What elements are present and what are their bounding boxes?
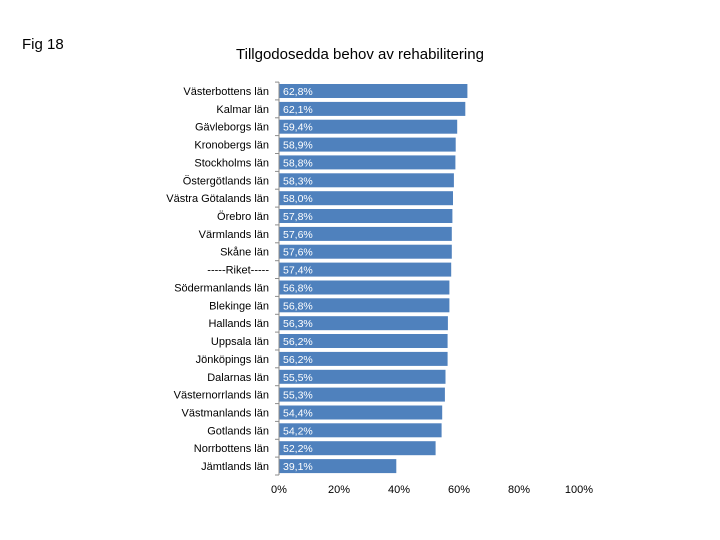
- category-label: Gävleborgs län: [195, 122, 269, 134]
- data-label: 62,8%: [283, 86, 313, 98]
- x-tick-label: 0%: [271, 484, 287, 496]
- category-label: Östergötlands län: [183, 175, 269, 187]
- category-label: Hallands län: [208, 318, 269, 330]
- category-label: Västernorrlands län: [174, 390, 269, 402]
- data-label: 58,3%: [283, 175, 313, 187]
- category-label: Jämtlands län: [201, 461, 269, 473]
- data-label: 39,1%: [283, 461, 313, 473]
- data-label: 52,2%: [283, 443, 313, 455]
- data-label: 58,8%: [283, 157, 313, 169]
- x-tick-label: 60%: [448, 484, 470, 496]
- x-tick-label: 40%: [388, 484, 410, 496]
- data-label: 59,4%: [283, 122, 313, 134]
- category-label: Skåne län: [220, 247, 269, 259]
- data-label: 57,6%: [283, 247, 313, 259]
- category-label: Västra Götalands län: [166, 193, 269, 205]
- category-label: -----Riket-----: [207, 265, 269, 277]
- category-label: Uppsala län: [211, 336, 269, 348]
- data-label: 56,8%: [283, 283, 313, 295]
- category-label: Gotlands län: [207, 425, 269, 437]
- category-label: Örebro län: [217, 211, 269, 223]
- data-label: 54,2%: [283, 425, 313, 437]
- data-label: 54,4%: [283, 408, 313, 420]
- category-label: Kalmar län: [216, 104, 269, 116]
- category-label: Stockholms län: [194, 157, 269, 169]
- data-label: 56,3%: [283, 318, 313, 330]
- x-tick-label: 100%: [565, 484, 593, 496]
- x-tick-label: 20%: [328, 484, 350, 496]
- data-label: 56,2%: [283, 354, 313, 366]
- category-label: Västmanlands län: [182, 408, 269, 420]
- category-label: Södermanlands län: [174, 283, 269, 295]
- data-label: 57,8%: [283, 211, 313, 223]
- data-label: 56,8%: [283, 300, 313, 312]
- category-label: Dalarnas län: [207, 372, 269, 384]
- data-label: 55,5%: [283, 372, 313, 384]
- category-label: Västerbottens län: [183, 86, 269, 98]
- x-tick-label: 80%: [508, 484, 530, 496]
- data-label: 57,4%: [283, 265, 313, 277]
- category-label: Värmlands län: [199, 229, 269, 241]
- data-label: 58,0%: [283, 193, 313, 205]
- category-label: Kronobergs län: [194, 140, 269, 152]
- data-label: 58,9%: [283, 140, 313, 152]
- data-label: 56,2%: [283, 336, 313, 348]
- category-label: Jönköpings län: [196, 354, 269, 366]
- bars-layer: Västerbottens län 62,8% Kalmar län 62,1% Gäv…: [166, 84, 467, 473]
- data-label: 57,6%: [283, 229, 313, 241]
- category-label: Blekinge län: [209, 300, 269, 312]
- data-label: 62,1%: [283, 104, 313, 116]
- data-label: 55,3%: [283, 390, 313, 402]
- category-label: Norrbottens län: [194, 443, 269, 455]
